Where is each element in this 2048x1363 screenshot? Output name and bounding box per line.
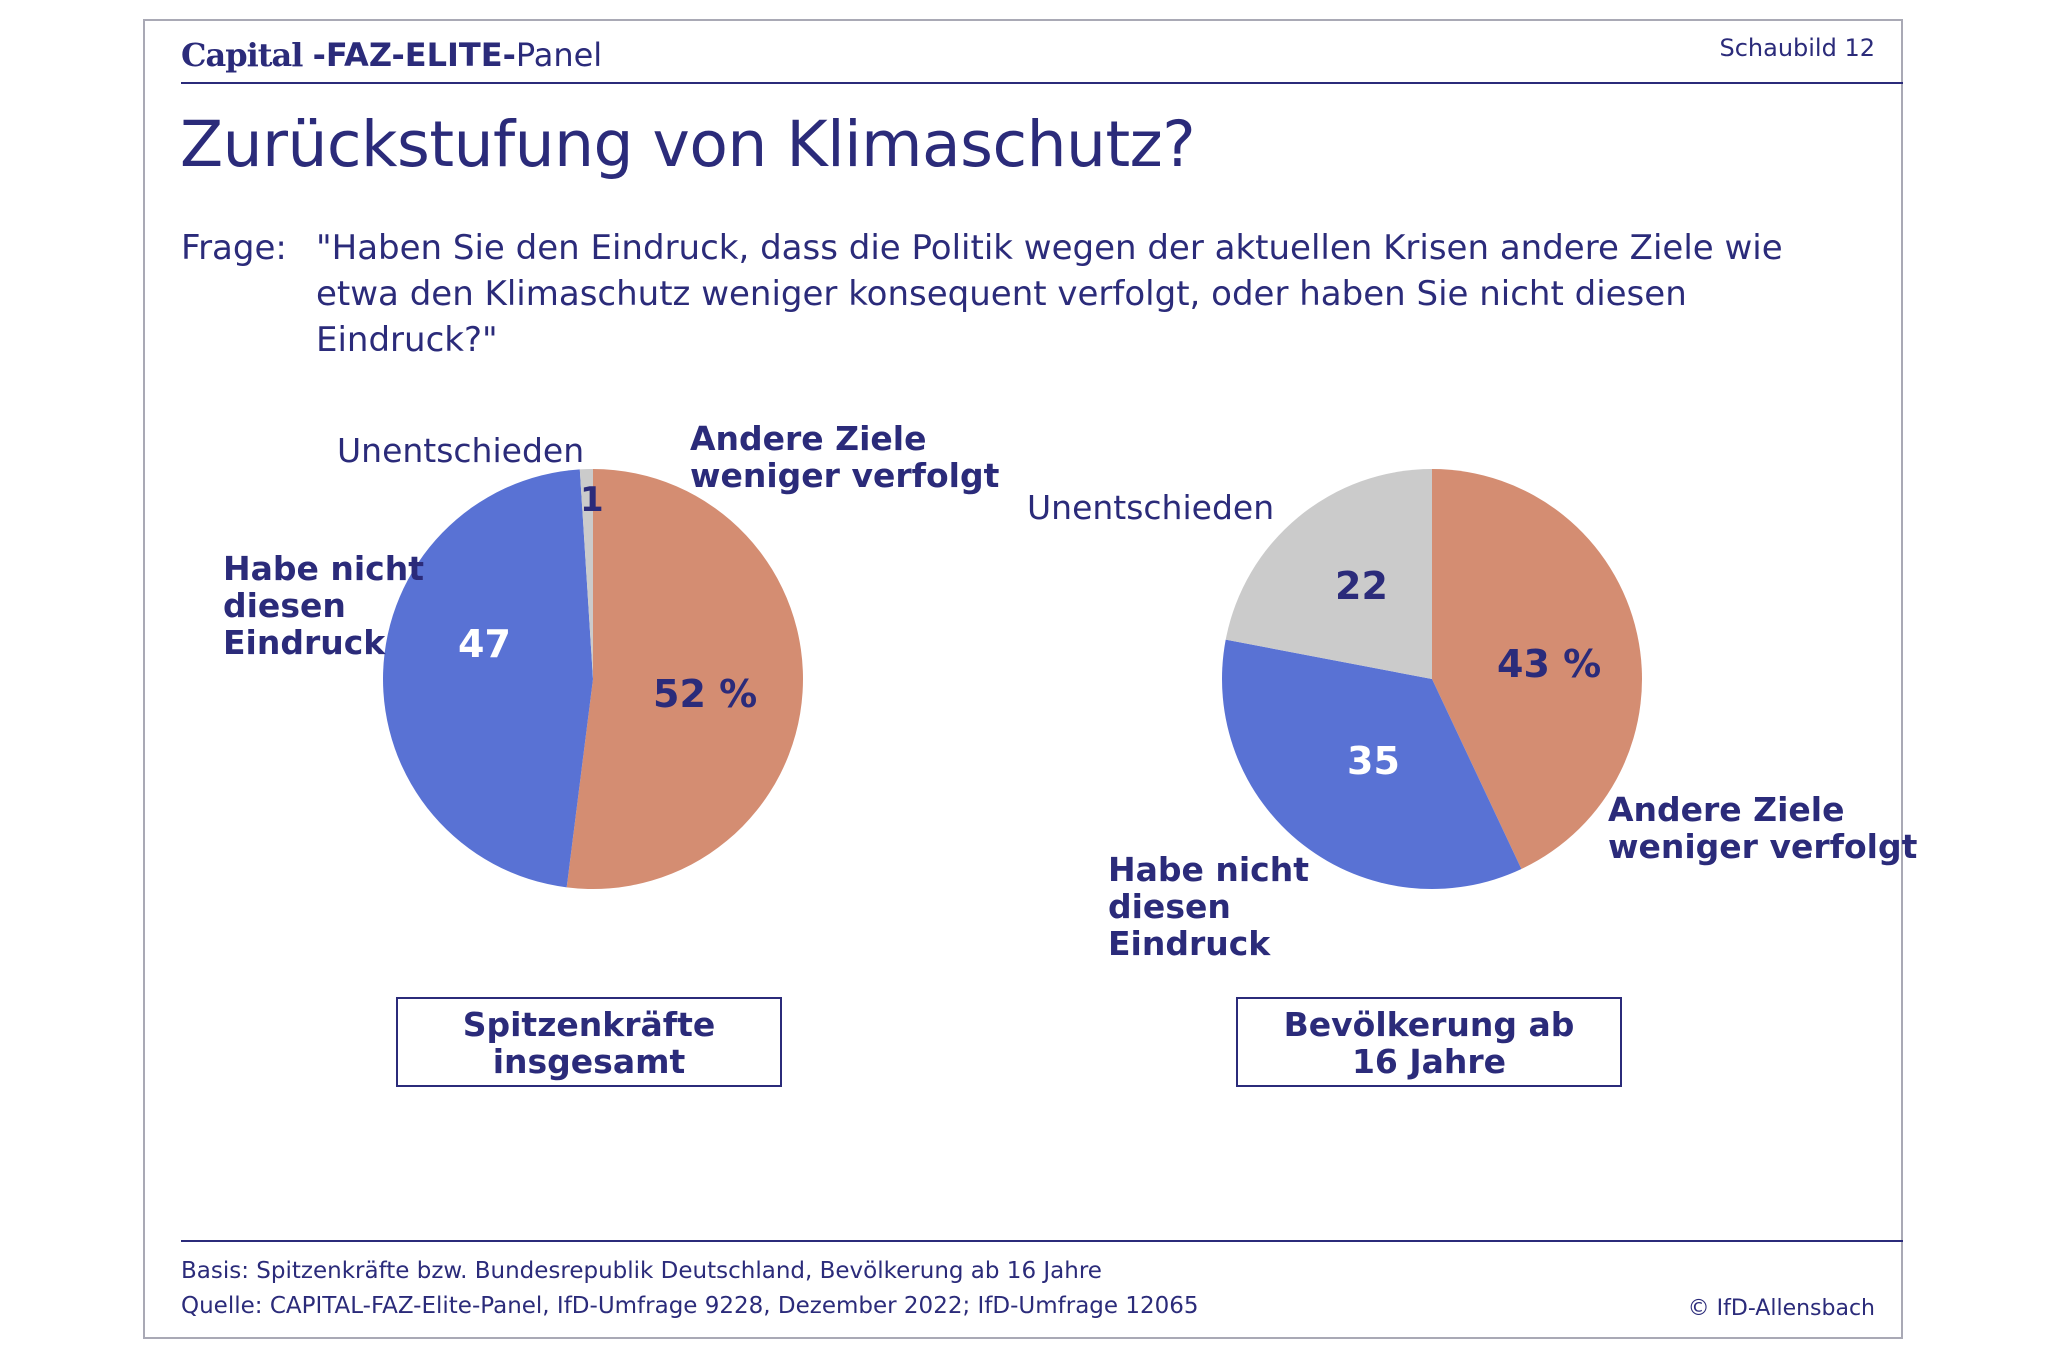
- pie1-value-unentschieden: 1: [580, 480, 604, 520]
- pie2-label-unentschieden: Unentschieden: [1027, 488, 1275, 527]
- slide-number: Schaubild 12: [1719, 34, 1875, 62]
- group-box-bevoelkerung: Bevölkerung ab 16 Jahre: [1236, 997, 1622, 1087]
- bottom-divider: [181, 1240, 1903, 1242]
- footer-copyright: © IfD-Allensbach: [1687, 1296, 1875, 1321]
- pie2-slice-andere-ziele: [1432, 469, 1643, 870]
- pie1-label-andere-ziele: Andere Ziele weniger verfolgt: [690, 419, 1000, 495]
- pie2-label-nicht-eindruck: Habe nicht diesen Eindruck: [1108, 850, 1310, 963]
- pie1-value-andere-ziele: 52 %: [653, 672, 758, 716]
- pie2-slice-unentschieden: [1225, 469, 1432, 679]
- question-text: "Haben Sie den Eindruck, dass die Politi…: [316, 228, 1783, 360]
- pie1-value-nicht-eindruck: 47: [458, 622, 511, 666]
- group-box-spitzenkraefte: Spitzenkräfte insgesamt: [396, 997, 782, 1087]
- pie1-label-unentschieden: Unentschieden: [337, 431, 585, 470]
- pie2-slice-nicht-eindruck: [1222, 639, 1522, 890]
- capital-faz-logo: Capital -FAZ-ELITE-Panel: [181, 36, 602, 74]
- pie-chart-spitzenkraefte: [383, 469, 803, 889]
- pie1-slice-unentschieden: [579, 469, 593, 679]
- logo-capital: Capital: [181, 36, 303, 74]
- page-title: Zurückstufung von Klimaschutz?: [180, 108, 1196, 181]
- top-divider: [181, 82, 1903, 84]
- pie1-slice-nicht-eindruck: [383, 469, 593, 888]
- pie2-label-andere-ziele: Andere Ziele weniger verfolgt: [1608, 790, 1918, 866]
- footer-basis: Basis: Spitzenkräfte bzw. Bundesrepublik…: [181, 1258, 1102, 1284]
- logo-faz-elite: -FAZ-ELITE-: [312, 36, 516, 74]
- pie1-slice-andere-ziele: [566, 469, 803, 889]
- pie2-value-andere-ziele: 43 %: [1497, 642, 1602, 686]
- logo-panel: Panel: [515, 36, 603, 74]
- footer-source: Quelle: CAPITAL-FAZ-Elite-Panel, IfD-Umf…: [181, 1293, 1199, 1319]
- pie1-label-nicht-eindruck: Habe nicht diesen Eindruck: [223, 549, 425, 662]
- pie-chart-bevoelkerung: [1222, 469, 1643, 890]
- pie2-value-nicht-eindruck: 35: [1347, 739, 1400, 783]
- survey-question: Frage: "Haben Sie den Eindruck, dass die…: [181, 225, 1841, 363]
- question-label: Frage:: [181, 228, 287, 268]
- pie2-value-unentschieden: 22: [1335, 564, 1388, 608]
